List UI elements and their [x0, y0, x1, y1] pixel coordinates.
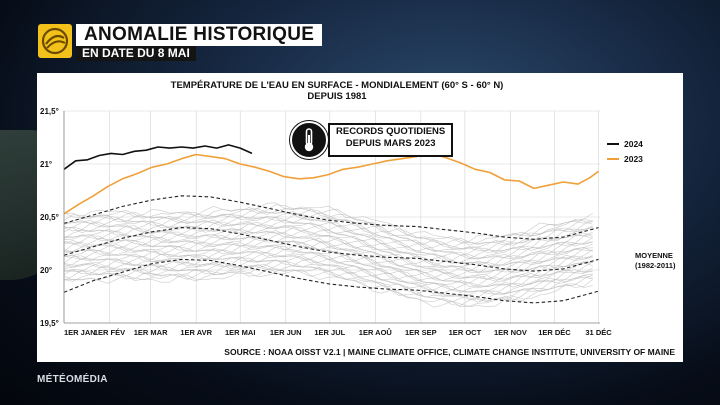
footer-brand: MÉTÉOMÉDIA	[37, 374, 108, 385]
mean-label-years: (1982-2011)	[635, 261, 676, 270]
x-tick-label: 1ER JUL	[314, 328, 345, 337]
historical-year-line	[63, 249, 593, 289]
historical-year-line	[63, 269, 593, 308]
x-tick-label: 1ER OCT	[449, 328, 482, 337]
y-tick-label: 20,5°	[40, 213, 59, 222]
x-tick-label: 1ER SEP	[405, 328, 437, 337]
historical-year-line	[63, 202, 593, 243]
historical-year-line	[63, 220, 593, 260]
legend-label: 2023	[624, 154, 643, 164]
legend-label: 2024	[624, 139, 643, 149]
series-2023-line	[63, 152, 599, 215]
historical-year-line	[63, 251, 593, 293]
historical-year-line	[63, 204, 593, 246]
chart-title-line2: DEPUIS 1981	[307, 91, 367, 102]
x-tick-label: 1ER DÉC	[538, 328, 571, 337]
x-tick-label: 1ER MAI	[225, 328, 255, 337]
historical-year-line	[63, 259, 593, 300]
thermometer-icon	[290, 121, 328, 159]
x-tick-label: 1ER MAR	[134, 328, 168, 337]
x-tick-label: 1ER FÉV	[94, 328, 125, 337]
y-tick-label: 19,5°	[40, 319, 59, 328]
series-2024-line	[63, 144, 253, 170]
chart-source: SOURCE : NOAA OISST V2.1 | MAINE CLIMATE…	[224, 347, 675, 357]
x-tick-label: 1ER JUN	[270, 328, 302, 337]
records-callout: RECORDS QUOTIDIENS DEPUIS MARS 2023	[290, 121, 455, 159]
mean-label: MOYENNE	[635, 251, 673, 260]
historical-year-line	[63, 230, 593, 268]
historical-year-line	[63, 264, 593, 306]
records-label: RECORDS QUOTIDIENS DEPUIS MARS 2023	[328, 123, 454, 157]
historical-year-line	[63, 264, 593, 303]
dashed-reference-line	[63, 195, 599, 240]
dashed-reference-line	[63, 227, 599, 272]
historical-year-line	[63, 225, 593, 265]
historical-year-line	[63, 260, 593, 303]
page-title: ANOMALIE HISTORIQUE	[76, 24, 323, 46]
chart-title-line1: TEMPÉRATURE DE L'EAU EN SURFACE - MONDIA…	[170, 80, 504, 91]
x-tick-label: 1ER AOÛ	[359, 328, 392, 337]
historical-year-line	[63, 254, 593, 293]
dashed-reference-line	[63, 258, 599, 304]
historical-year-line	[63, 236, 593, 274]
chart-title: TEMPÉRATURE DE L'EAU EN SURFACE - MONDIA…	[37, 80, 637, 102]
weather-logo-icon	[38, 24, 72, 58]
historical-year-line	[63, 211, 593, 250]
historical-year-line	[63, 255, 593, 295]
x-tick-label: 31 DÉC	[585, 328, 612, 337]
historical-year-line	[63, 245, 593, 287]
x-tick-label: 1ER AVR	[180, 328, 212, 337]
chart-panel: TEMPÉRATURE DE L'EAU EN SURFACE - MONDIA…	[37, 73, 683, 362]
historical-year-line	[63, 207, 593, 245]
x-tick-label: 1ER NOV	[494, 328, 527, 337]
records-line2: DEPUIS MARS 2023	[345, 138, 436, 149]
y-tick-label: 21°	[40, 160, 52, 169]
historical-year-line	[63, 227, 593, 267]
y-tick-label: 21,5°	[40, 107, 59, 116]
x-tick-label: 1ER JAN	[64, 328, 96, 337]
y-tick-label: 20°	[40, 266, 52, 275]
historical-year-line	[63, 213, 593, 253]
records-line1: RECORDS QUOTIDIENS	[336, 126, 446, 137]
page-subtitle: EN DATE DU 8 MAI	[76, 46, 196, 61]
historical-year-line	[63, 236, 593, 278]
historical-year-line	[63, 211, 593, 252]
